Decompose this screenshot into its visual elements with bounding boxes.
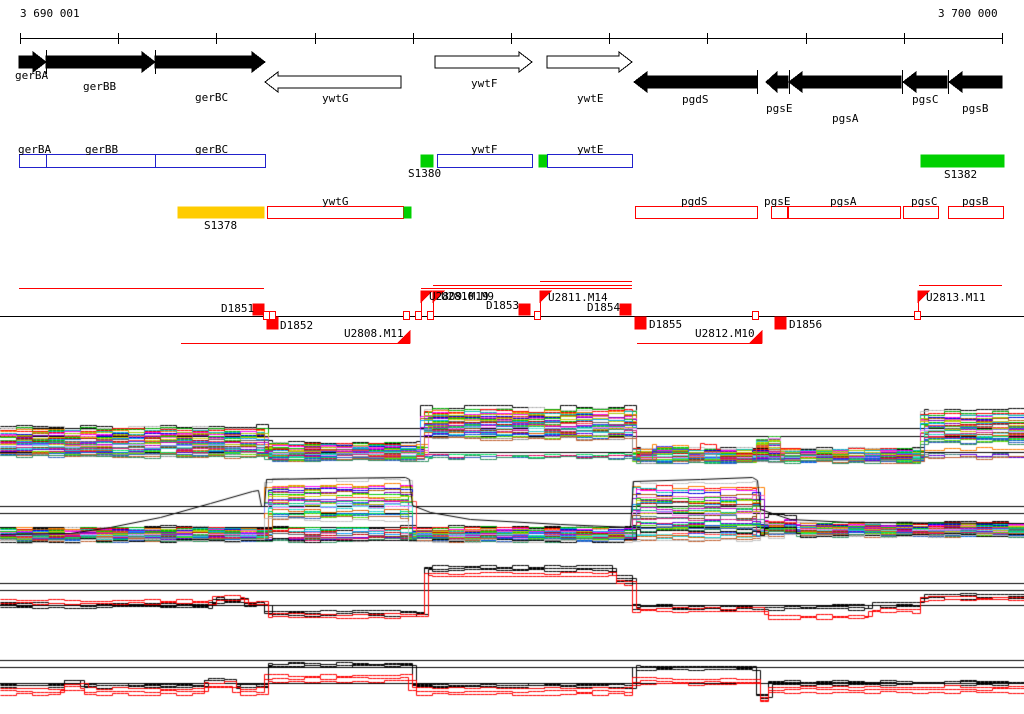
- gene-arrow-label-pgsB: pgsB: [962, 102, 989, 115]
- probe-label-D1852: D1852: [280, 319, 314, 332]
- operon-box-label-ywtG: ywtG: [322, 195, 349, 208]
- gene-arrow-label-ywtF: ywtF: [471, 77, 498, 90]
- gene-arrow-label-ywtE: ywtE: [577, 92, 604, 105]
- gene-arrow-label-gerBA: gerBA: [15, 69, 49, 82]
- probe-label-U2809-M19: U2809.M19: [429, 290, 489, 303]
- operon-box-label-pgsC: pgsC: [911, 195, 938, 208]
- segment-label-S1382: S1382: [944, 168, 978, 181]
- gene-arrow-label-pgdS: pgdS: [682, 93, 709, 106]
- probe-label-U2812-M10: U2812.M10: [695, 327, 755, 340]
- ruler-start-label: 3 690 001: [20, 7, 80, 20]
- operon-box-label-pgsA: pgsA: [830, 195, 857, 208]
- gene-arrow-label-gerBB: gerBB: [83, 80, 117, 93]
- probe-label-D1851: D1851: [221, 302, 255, 315]
- operon-box-label-pgsE: pgsE: [764, 195, 791, 208]
- probe-label-U2810-M9: U2810.M9: [441, 290, 494, 303]
- operon-box-label-pgsB: pgsB: [962, 195, 989, 208]
- segment-label-S1380: S1380: [408, 167, 442, 180]
- probe-label-D1855: D1855: [649, 318, 683, 331]
- segment-label-gerBC: gerBC: [195, 143, 229, 156]
- segment-label-gerBB: gerBB: [85, 143, 119, 156]
- segment-label-S1378: S1378: [204, 219, 238, 232]
- probe-label-D1854: D1854: [587, 301, 621, 314]
- segment-label-gerBA: gerBA: [18, 143, 52, 156]
- gene-arrow-label-pgsE: pgsE: [766, 102, 793, 115]
- probe-label-D1856: D1856: [789, 318, 823, 331]
- probe-label-U2813-M11: U2813.M11: [926, 291, 986, 304]
- probe-label-U2808-M11: U2808.M11: [344, 327, 404, 340]
- gene-arrow-label-pgsA: pgsA: [832, 112, 859, 125]
- probe-label-D1853: D1853: [486, 299, 520, 312]
- probe-label-U2811-M14: U2811.M14: [548, 291, 608, 304]
- operon-box-label-pgdS: pgdS: [681, 195, 708, 208]
- ruler-end-label: 3 700 000: [938, 7, 998, 20]
- gene-arrow-label-pgsC: pgsC: [912, 93, 939, 106]
- gene-arrow-label-ywtG: ywtG: [322, 92, 349, 105]
- gene-arrow-label-gerBC: gerBC: [195, 91, 229, 104]
- segment-label-ywtE: ywtE: [577, 143, 604, 156]
- segment-label-ywtF: ywtF: [471, 143, 498, 156]
